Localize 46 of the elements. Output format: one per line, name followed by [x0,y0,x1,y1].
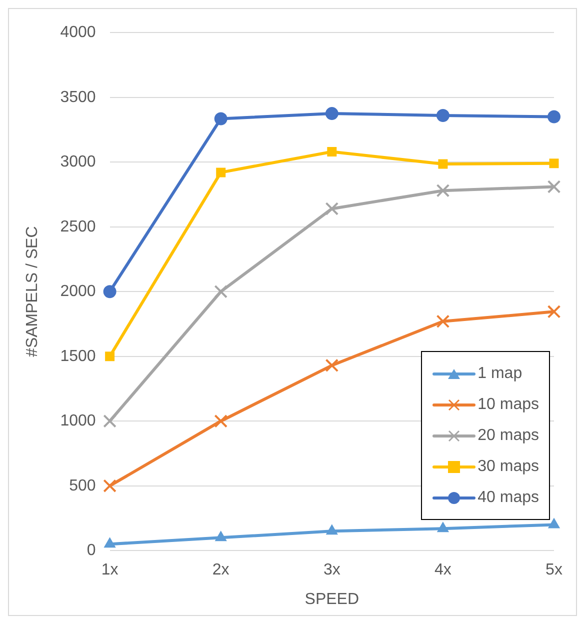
point [215,531,227,542]
point [105,352,115,362]
point [437,522,449,532]
point [326,524,338,535]
point [214,112,228,126]
y-tick-label: 1500 [60,348,96,365]
point [216,168,226,178]
point [438,159,448,169]
point [549,158,559,168]
point [547,305,561,318]
y-tick-label: 3000 [60,154,96,171]
y-tick-label: 1000 [60,412,96,430]
point [103,285,116,298]
y-tick-label: 2000 [60,283,96,300]
y-tick-label: 2500 [60,218,96,236]
legend-label: 10 maps [478,396,539,414]
y-axis-title: #SAMPELS / SEC [24,226,42,357]
y-tick-label: 0 [86,542,96,560]
point [325,202,339,216]
point [436,108,450,122]
point [104,538,116,548]
point [327,147,337,156]
y-tick-label: 3500 [60,88,96,106]
point [547,180,561,194]
x-tick-label: 5x [546,562,562,579]
legend-label: 20 maps [478,426,539,444]
point [325,358,339,372]
y-tick-label: 4000 [60,24,96,42]
x-tick-label: 1x [101,562,118,579]
point [103,479,116,493]
x-tick-label: 2x [212,562,230,579]
x-tick-label: 3x [323,562,340,579]
x-tick-label: 4x [434,562,452,579]
point [436,184,450,198]
point [548,110,560,124]
point [214,414,228,428]
legend-label: 40 maps [478,488,539,506]
point [436,314,450,328]
x-axis-title: SPEED [304,590,360,608]
legend-label: 1 map [478,364,522,382]
point [325,107,338,120]
point [214,284,228,298]
legend-label: 30 maps [478,458,539,476]
y-tick-label: 500 [69,477,96,494]
point [548,518,560,528]
point [103,414,116,428]
